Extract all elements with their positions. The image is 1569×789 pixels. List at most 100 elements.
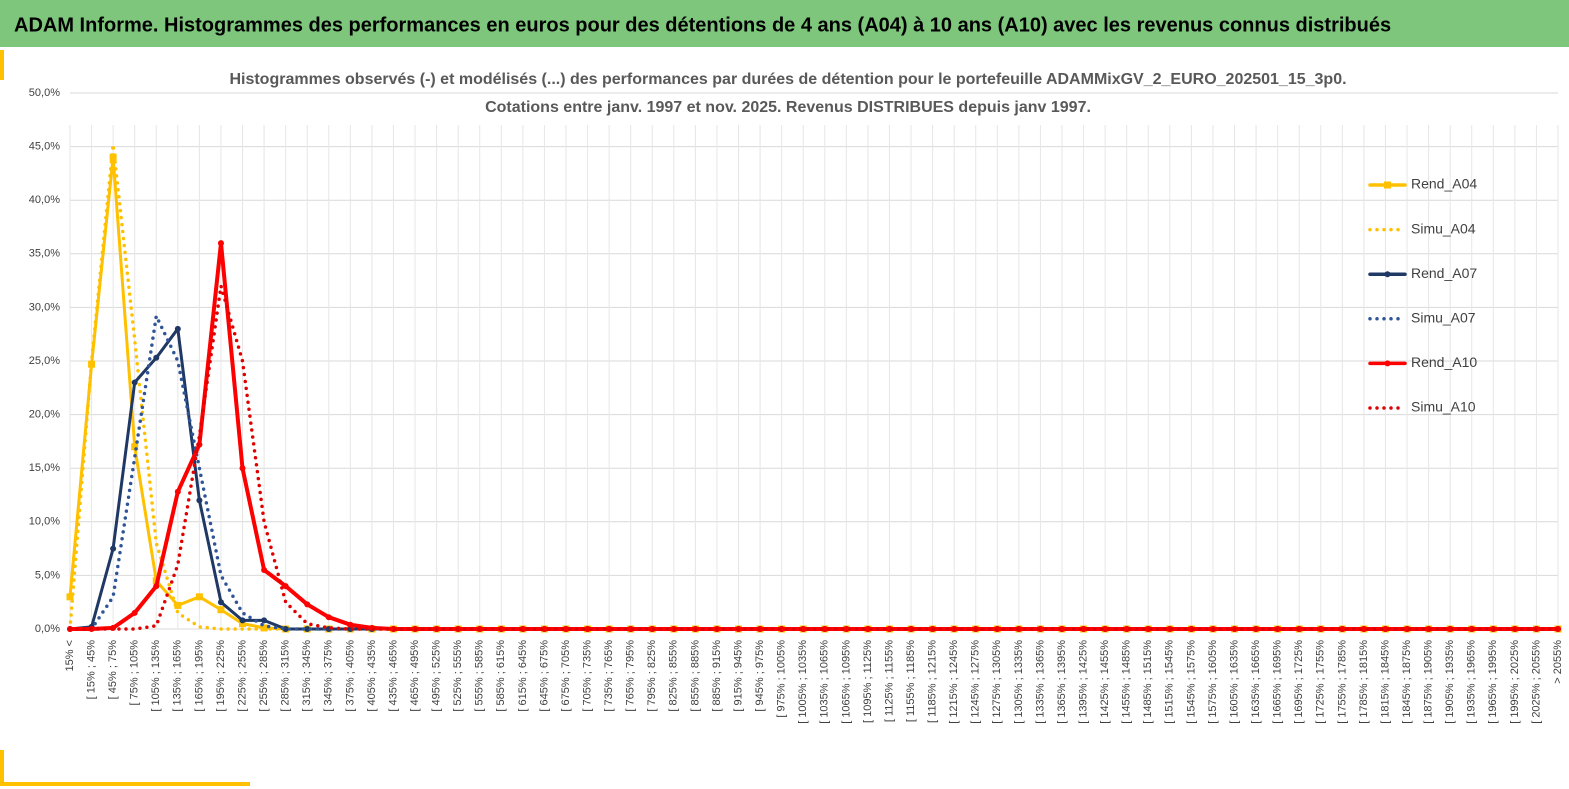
series-line	[68, 142, 1560, 631]
marker	[110, 545, 117, 552]
marker	[1123, 626, 1130, 632]
x-tick-label: 15% <	[64, 640, 76, 672]
x-tick-label: [ 1005% ; 1035%	[797, 640, 809, 724]
legend-marker	[1384, 181, 1391, 189]
marker	[66, 593, 74, 601]
x-tick-label: [ 615% ; 645%	[517, 640, 529, 712]
marker	[239, 617, 246, 624]
x-tick-label: [ 1125% ; 1155%	[883, 640, 895, 722]
x-tick-label: [ 1305% ; 1335%	[1013, 640, 1025, 724]
x-tick-label: [ 1815% ; 1845%	[1379, 640, 1391, 724]
y-tick-label: 15,0%	[29, 462, 60, 474]
x-tick-label: [ 435% ; 465%	[387, 640, 399, 712]
x-tick-label: [ 1185% ; 1215%	[927, 640, 939, 723]
x-tick-label: [ 915% ; 945%	[732, 640, 744, 712]
x-tick-label: [ 1485% ; 1515%	[1142, 640, 1154, 724]
x-tick-label: [ 1635% ; 1665%	[1250, 640, 1262, 724]
y-tick-label: 0,0%	[35, 623, 60, 635]
x-tick-label: [ 135% ; 165%	[172, 640, 184, 712]
marker	[174, 325, 181, 332]
x-tick-label: [ 1095% ; 1125%	[862, 640, 874, 723]
marker	[347, 621, 354, 628]
x-tick-label: [ 315% ; 345%	[301, 640, 313, 712]
x-tick-label: [ 15% ; 45%	[85, 640, 97, 700]
legend-label: Simu_A07	[1411, 310, 1476, 326]
marker	[282, 626, 289, 632]
x-tick-label: [ 675% ; 705%	[560, 640, 572, 712]
legend-marker	[1384, 360, 1391, 367]
x-tick-label: [ 1665% ; 1695%	[1272, 640, 1284, 724]
x-tick-label: [ 1365% ; 1395%	[1056, 640, 1068, 724]
x-tick-label: [ 1455% ; 1485%	[1121, 640, 1133, 724]
x-tick-label: [ 1905% ; 1935%	[1444, 640, 1456, 724]
series-line	[68, 284, 1560, 631]
legend-label: Rend_A10	[1411, 354, 1477, 370]
marker	[153, 583, 160, 590]
x-tick-label: [ 555% ; 585%	[474, 640, 486, 712]
y-tick-label: 20,0%	[29, 409, 60, 421]
y-tick-label: 35,0%	[29, 248, 60, 260]
y-tick-label: 10,0%	[29, 516, 60, 528]
x-tick-label: [ 1755% ; 1785%	[1336, 640, 1348, 724]
x-tick-label: [ 195% ; 225%	[215, 640, 227, 712]
x-tick-label: [ 1035% ; 1065%	[819, 640, 831, 724]
x-tick-label: [ 1995% ; 2025%	[1509, 640, 1521, 724]
marker	[821, 626, 828, 632]
marker	[864, 626, 871, 632]
x-tick-label: [ 975% ; 1005%	[776, 640, 788, 718]
x-tick-label: [ 945% ; 975%	[754, 640, 766, 712]
x-tick-label: [ 1545% ; 1575%	[1185, 640, 1197, 724]
x-tick-label: [ 225% ; 255%	[236, 640, 248, 712]
x-tick-label: [ 1425% ; 1455%	[1099, 640, 1111, 724]
marker	[174, 488, 181, 495]
series-line	[68, 155, 1560, 631]
marker	[304, 626, 311, 632]
header-bar	[0, 0, 1569, 47]
x-tick-label: [ 165% ; 195%	[193, 640, 205, 712]
marker	[304, 601, 311, 608]
legend-label: Rend_A07	[1411, 265, 1477, 281]
marker	[1404, 626, 1411, 632]
header-title: ADAM Informe. Histogrammes des performan…	[14, 14, 1391, 36]
x-tick-label: [ 1935% ; 1965%	[1466, 640, 1478, 724]
y-tick-label: 25,0%	[29, 355, 60, 367]
marker	[282, 583, 289, 590]
x-tick-label: [ 1275% ; 1305%	[991, 640, 1003, 724]
x-tick-label: [ 765% ; 795%	[625, 640, 637, 712]
x-tick-label: [ 1965% ; 1995%	[1487, 640, 1499, 724]
marker	[1059, 626, 1065, 632]
marker	[261, 567, 268, 574]
legend-marker	[1384, 271, 1391, 278]
x-tick-label: [ 1875% ; 1905%	[1423, 640, 1435, 724]
x-tick-label: [ 285% ; 315%	[280, 640, 292, 712]
x-tick-label: [ 1725% ; 1755%	[1315, 640, 1327, 724]
x-tick-label: > 2055%	[1552, 640, 1564, 684]
marker	[1339, 626, 1346, 632]
chart-title: Histogrammes observés (-) et modélisés (…	[229, 71, 1346, 88]
marker	[843, 626, 850, 632]
x-tick-label: [ 105% ; 135%	[150, 640, 162, 712]
x-tick-label: [ 855% ; 885%	[689, 640, 701, 712]
x-tick-label: [ 1215% ; 1245%	[948, 640, 960, 724]
marker	[239, 465, 246, 472]
decor	[0, 750, 4, 786]
marker	[606, 626, 613, 632]
x-tick-label: [ 465% ; 495%	[409, 640, 421, 712]
marker	[239, 620, 247, 628]
marker	[584, 626, 591, 632]
x-tick-label: [ 2025% ; 2055%	[1530, 640, 1542, 724]
marker	[174, 601, 182, 609]
x-tick-label: [ 825% ; 855%	[668, 640, 680, 712]
x-tick-label: [ 1395% ; 1425%	[1077, 640, 1089, 724]
x-tick-label: [ 1065% ; 1095%	[840, 640, 852, 724]
x-tick-label: [ 405% ; 435%	[366, 640, 378, 712]
x-tick-label: [ 1605% ; 1635%	[1228, 640, 1240, 724]
x-tick-label: [ 495% ; 525%	[431, 640, 443, 712]
x-tick-label: [ 1515% ; 1545%	[1164, 640, 1176, 724]
legend-label: Rend_A04	[1411, 176, 1477, 192]
marker	[195, 593, 203, 601]
x-tick-label: [ 735% ; 765%	[603, 640, 615, 712]
x-tick-label: [ 705% ; 735%	[581, 640, 593, 712]
